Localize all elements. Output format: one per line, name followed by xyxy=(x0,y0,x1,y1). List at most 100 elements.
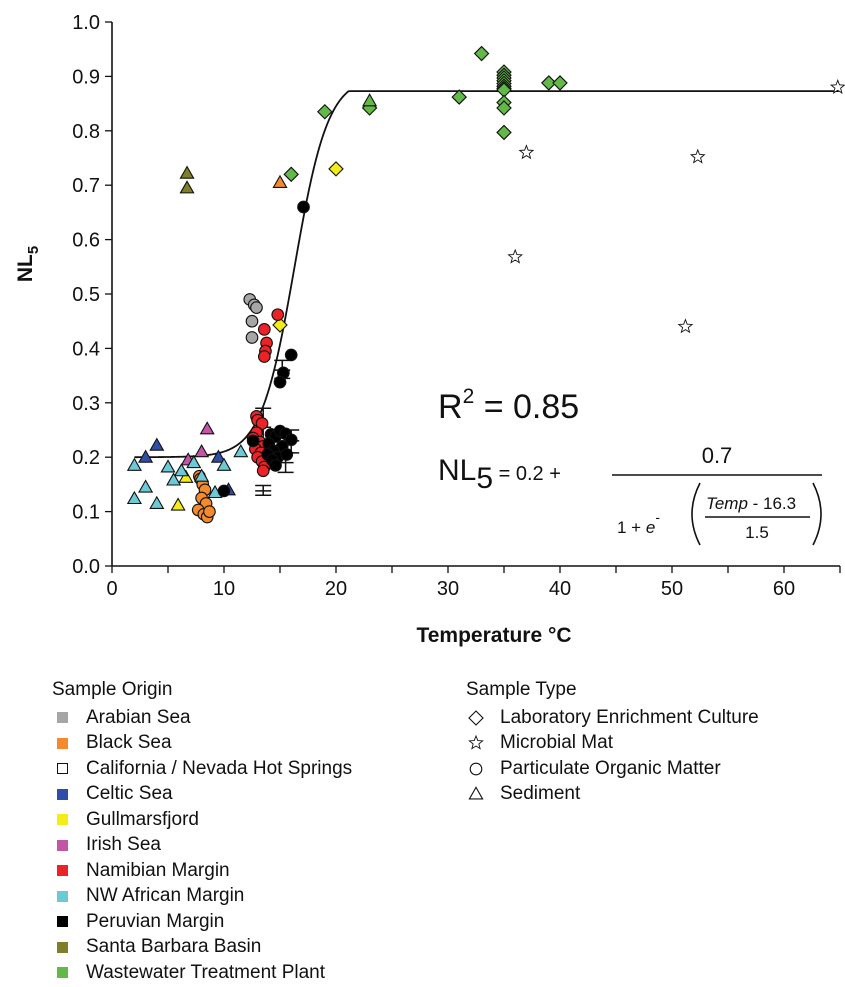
origin-legend-item: Irish Sea xyxy=(52,833,352,859)
data-point xyxy=(273,375,287,389)
r-squared-r: R xyxy=(438,388,463,426)
x-tick-label: 20 xyxy=(325,578,347,600)
data-point xyxy=(328,161,344,177)
y-tick-label: 0.9 xyxy=(72,66,100,88)
equation-left-paren xyxy=(691,482,701,546)
equation-numerator: 0.7 xyxy=(702,443,733,468)
data-point xyxy=(194,444,210,458)
legend-label: NW African Margin xyxy=(86,885,245,907)
y-axis-title-subscript: 5 xyxy=(25,246,42,254)
type-legend-item: Laboratory Enrichment Culture xyxy=(466,705,759,731)
y-tick-label: 0.5 xyxy=(72,284,100,306)
axes-layer: 0 10 20 30 40 50 60 0.0 0.1 0.2 0.3 0.4 0.5 0.6 0.7 0.8… xyxy=(72,12,841,600)
sample-origin-legend: Sample Origin Arabian Sea Black Sea Califo… xyxy=(52,679,352,986)
legend-label: Laboratory Enrichment Culture xyxy=(500,706,759,728)
data-point xyxy=(160,459,176,473)
origin-legend-item: Peruvian Margin xyxy=(52,909,352,935)
y-tick-label: 0.6 xyxy=(72,230,100,252)
legend-label: Arabian Sea xyxy=(86,706,191,728)
y-tick-label: 0.1 xyxy=(72,502,100,524)
origin-legend-item: California / Nevada Hot Springs xyxy=(52,756,352,782)
type-legend-item: Particulate Organic Matter xyxy=(466,756,759,782)
x-tick-label: 10 xyxy=(213,578,235,600)
legend-color-swatch xyxy=(52,886,72,906)
fit-equation: NL5 = 0.2 + 0.7 1 + e- Temp - 16.3 1.5 xyxy=(438,443,822,546)
data-point xyxy=(518,144,535,160)
data-point xyxy=(126,457,142,471)
equation-right-paren xyxy=(812,482,822,546)
circle-icon xyxy=(466,759,486,779)
legend-label: Black Sea xyxy=(86,732,172,754)
legend-color-swatch xyxy=(52,963,72,983)
legend-label: Wastewater Treatment Plant xyxy=(86,961,326,983)
origin-legend-item: Arabian Sea xyxy=(52,705,352,731)
data-point xyxy=(552,75,568,91)
x-tick-label: 50 xyxy=(661,578,683,600)
legend-label: Sediment xyxy=(500,783,581,805)
data-point xyxy=(138,449,154,463)
origin-legend-item: Wastewater Treatment Plant xyxy=(52,960,352,986)
data-point xyxy=(496,124,512,141)
data-point xyxy=(149,437,165,451)
sample-origin-legend-items: Arabian Sea Black Sea California / Nevada … xyxy=(52,705,352,986)
y-tick-label: 0.4 xyxy=(72,338,100,360)
legend-label: Santa Barbara Basin xyxy=(86,936,262,958)
data-point xyxy=(149,495,165,509)
legend-label: Irish Sea xyxy=(86,834,161,856)
data-point xyxy=(362,93,378,107)
data-point xyxy=(496,100,512,116)
star-icon xyxy=(466,733,486,753)
data-point xyxy=(170,497,186,511)
data-point xyxy=(541,75,557,91)
legend-color-swatch xyxy=(52,733,72,753)
equation-temp-offset: - 16.3 xyxy=(748,494,796,513)
x-tick-label: 40 xyxy=(549,578,571,600)
data-point xyxy=(271,308,285,322)
data-point xyxy=(473,45,490,62)
legend-color-swatch xyxy=(52,861,72,881)
x-tick-label: 0 xyxy=(106,578,117,600)
data-point xyxy=(138,479,154,493)
equation-lhs: NL5 = 0.2 + xyxy=(438,454,561,495)
sample-origin-legend-title: Sample Origin xyxy=(52,679,173,700)
legend-color-swatch xyxy=(52,810,72,830)
data-point xyxy=(317,103,333,120)
origin-legend-item: Namibian Margin xyxy=(52,858,352,884)
data-point xyxy=(126,490,142,505)
origin-legend-item: Santa Barbara Basin xyxy=(52,935,352,961)
data-point xyxy=(245,331,259,344)
data-point xyxy=(245,314,259,328)
data-point xyxy=(217,484,231,498)
legend-label: Microbial Mat xyxy=(500,732,613,754)
equation-constant: = 0.2 + xyxy=(493,463,561,485)
data-point xyxy=(233,444,249,458)
triangle-icon xyxy=(466,784,486,804)
equation-temp-word: Temp xyxy=(706,494,748,513)
data-point xyxy=(829,79,845,94)
sample-type-legend-title: Sample Type xyxy=(466,679,577,700)
nl5-temperature-scatter-chart: 0 10 20 30 40 50 60 0.0 0.1 0.2 0.3 0.4 0.5 0.6 0.7 0.8… xyxy=(14,12,845,647)
origin-legend-item: Black Sea xyxy=(52,731,352,757)
equation-inner-numerator: Temp - 16.3 xyxy=(706,494,796,513)
legend-label: Peruvian Margin xyxy=(86,910,225,932)
data-point xyxy=(199,421,215,435)
legend-color-swatch xyxy=(52,708,72,728)
data-point xyxy=(250,301,263,314)
y-axis-title: NL5 xyxy=(14,246,42,282)
data-point xyxy=(284,348,298,362)
error-bar xyxy=(255,484,272,497)
data-point xyxy=(507,248,524,264)
data-point xyxy=(689,148,706,164)
sample-type-legend-items: Laboratory Enrichment Culture Microbial M… xyxy=(466,705,759,807)
data-point xyxy=(246,434,260,448)
data-point xyxy=(203,505,216,518)
data-point xyxy=(166,472,182,486)
equation-denominator-prefix: 1 + xyxy=(617,518,646,537)
data-point-layer xyxy=(126,45,845,524)
type-legend-item: Sediment xyxy=(466,782,759,808)
y-tick-label: 0.7 xyxy=(72,175,100,197)
data-point xyxy=(173,463,189,477)
data-point xyxy=(210,449,226,463)
type-legend-item: Microbial Mat xyxy=(466,731,759,757)
data-point xyxy=(179,180,195,194)
